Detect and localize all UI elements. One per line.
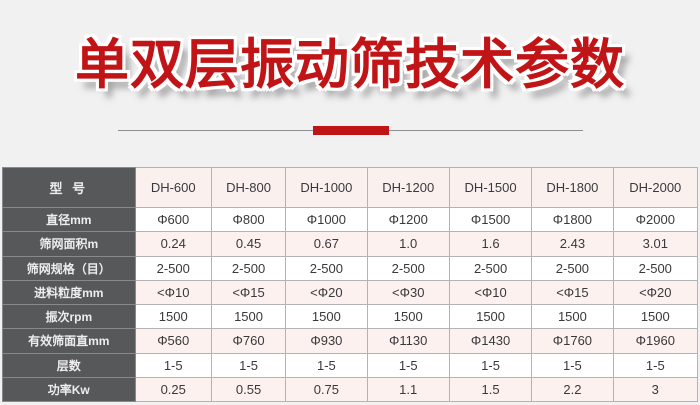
row-label-cell: 振次rpm <box>2 303 136 330</box>
value-cell: 0.55 <box>210 376 287 403</box>
row-label-cell: 筛网规格（目） <box>2 255 136 281</box>
value-cell: 0.67 <box>285 231 368 257</box>
value-cell: 1-5 <box>531 352 614 378</box>
table-row: 功率Kw 0.25 0.55 0.75 1.1 1.5 2.2 3 <box>2 376 699 403</box>
model-header-cell: DH-1200 <box>366 167 450 208</box>
value-cell: 1-5 <box>448 352 533 378</box>
value-cell: Φ930 <box>285 328 368 354</box>
row-label-cell: 筛网面积m <box>2 231 136 257</box>
table-row: 振次rpm 1500 1500 1500 1500 1500 1500 1500 <box>2 303 699 330</box>
row-label-cell: 直径mm <box>2 206 136 233</box>
value-cell: 0.75 <box>285 376 368 403</box>
value-cell: Φ1960 <box>612 328 699 354</box>
value-cell: Φ1130 <box>366 328 450 354</box>
model-header-cell: DH-2000 <box>612 167 699 208</box>
value-cell: 2-500 <box>448 255 533 281</box>
value-cell: Φ2000 <box>612 206 699 233</box>
value-cell: 2.43 <box>531 231 614 257</box>
value-cell: 0.24 <box>134 231 212 257</box>
table-row: 进料粒度mm <Φ10 <Φ15 <Φ20 <Φ30 <Φ10 <Φ15 <Φ20 <box>2 279 699 306</box>
value-cell: 3.01 <box>612 231 699 257</box>
value-cell: 1500 <box>134 303 212 330</box>
value-cell: 2-500 <box>134 255 212 281</box>
value-cell: 2-500 <box>285 255 368 281</box>
model-header-cell: DH-1500 <box>448 167 533 208</box>
value-cell: Φ1000 <box>285 206 368 233</box>
model-header-cell: DH-1800 <box>531 167 614 208</box>
value-cell: Φ560 <box>134 328 212 354</box>
title-divider <box>118 126 583 136</box>
value-cell: <Φ20 <box>285 279 368 306</box>
value-cell: 2-500 <box>366 255 450 281</box>
value-cell: Φ1430 <box>448 328 533 354</box>
value-cell: 2-500 <box>210 255 287 281</box>
value-cell: <Φ10 <box>134 279 212 306</box>
value-cell: Φ1500 <box>448 206 533 233</box>
row-label-cell: 层数 <box>2 352 136 378</box>
value-cell: 1500 <box>448 303 533 330</box>
value-cell: Φ1200 <box>366 206 450 233</box>
value-cell: 1500 <box>366 303 450 330</box>
value-cell: 1-5 <box>366 352 450 378</box>
value-cell: 1-5 <box>285 352 368 378</box>
value-cell: 3 <box>612 376 699 403</box>
value-cell: 1500 <box>285 303 368 330</box>
row-label-cell: 功率Kw <box>2 376 136 403</box>
spec-table: 型 号 DH-600 DH-800 DH-1000 DH-1200 DH-1500 DH-1… <box>2 167 699 403</box>
value-cell: Φ760 <box>210 328 287 354</box>
value-cell: 1500 <box>531 303 614 330</box>
value-cell: 1.5 <box>448 376 533 403</box>
table-header-row: 型 号 DH-600 DH-800 DH-1000 DH-1200 DH-1500 DH-1… <box>2 167 699 208</box>
table-row: 直径mm Φ600 Φ800 Φ1000 Φ1200 Φ1500 Φ1800 Φ2000 <box>2 206 699 233</box>
value-cell: 1-5 <box>134 352 212 378</box>
value-cell: 1500 <box>612 303 699 330</box>
value-cell: 1-5 <box>612 352 699 378</box>
model-header-cell: DH-800 <box>210 167 287 208</box>
table-row: 层数 1-5 1-5 1-5 1-5 1-5 1-5 1-5 <box>2 352 699 378</box>
model-header-cell: DH-600 <box>134 167 212 208</box>
value-cell: 1.1 <box>366 376 450 403</box>
value-cell: 0.45 <box>210 231 287 257</box>
model-header-cell: DH-1000 <box>285 167 368 208</box>
table-row: 筛网规格（目） 2-500 2-500 2-500 2-500 2-500 2-500 2-5… <box>2 255 699 281</box>
row-label-cell: 有效筛面直mm <box>2 328 136 354</box>
value-cell: 1500 <box>210 303 287 330</box>
value-cell: 2.2 <box>531 376 614 403</box>
value-cell: Φ800 <box>210 206 287 233</box>
divider-accent-bar <box>312 126 389 135</box>
value-cell: Φ1760 <box>531 328 614 354</box>
table-row: 有效筛面直mm Φ560 Φ760 Φ930 Φ1130 Φ1430 Φ1760 Φ1960 <box>2 328 699 354</box>
page-title: 单双层振动筛技术参数 <box>75 35 625 95</box>
value-cell: <Φ20 <box>612 279 699 306</box>
value-cell: 1.0 <box>366 231 450 257</box>
value-cell: <Φ15 <box>210 279 287 306</box>
value-cell: 0.25 <box>134 376 212 403</box>
value-cell: 1-5 <box>210 352 287 378</box>
value-cell: Φ1800 <box>531 206 614 233</box>
value-cell: <Φ10 <box>448 279 533 306</box>
value-cell: <Φ30 <box>366 279 450 306</box>
value-cell: 2-500 <box>612 255 699 281</box>
value-cell: 2-500 <box>531 255 614 281</box>
value-cell: <Φ15 <box>531 279 614 306</box>
value-cell: 1.6 <box>448 231 533 257</box>
table-row: 筛网面积m 0.24 0.45 0.67 1.0 1.6 2.43 3.01 <box>2 231 699 257</box>
value-cell: Φ600 <box>134 206 212 233</box>
table-corner-header: 型 号 <box>2 167 136 208</box>
row-label-cell: 进料粒度mm <box>2 279 136 306</box>
